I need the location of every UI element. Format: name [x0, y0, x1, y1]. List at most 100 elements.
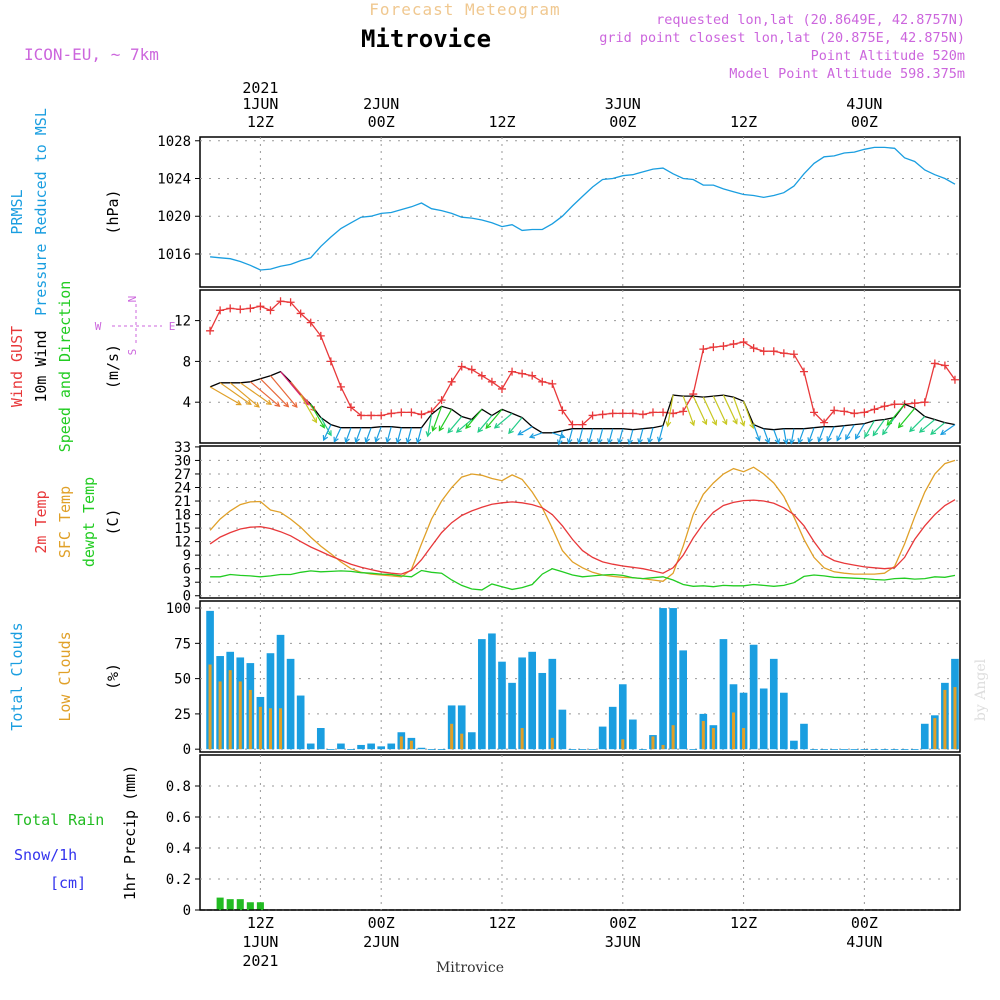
wind-direction-arrow — [783, 428, 788, 444]
wind-direction-arrow — [219, 382, 252, 405]
wind-direction-arrow — [940, 424, 956, 435]
low-cloud-bar — [550, 737, 554, 750]
gust-marker — [749, 344, 758, 353]
total-cloud-bar — [669, 608, 677, 750]
total-cloud-bar — [286, 658, 295, 750]
y-tick-label: 27 — [174, 467, 191, 483]
wind-direction-arrow — [386, 426, 392, 443]
low-cloud-bar — [671, 725, 675, 750]
wind-arrow-head — [627, 438, 633, 445]
wind-direction-arrow — [628, 429, 634, 444]
y-tick-label: 0 — [183, 742, 191, 758]
total-cloud-bar — [457, 705, 466, 750]
wind-direction-arrow — [864, 420, 875, 438]
gust-marker — [558, 406, 567, 415]
wind-arrow-head — [385, 437, 392, 444]
wind-direction-arrow — [882, 417, 896, 435]
gust-marker — [407, 408, 416, 417]
wind-direction-arrow — [320, 417, 332, 436]
total-cloud-bar — [880, 749, 889, 750]
gust-marker — [538, 377, 547, 386]
low-cloud-bar — [208, 664, 212, 750]
wind-arrow-head — [576, 438, 583, 445]
gust-marker — [840, 407, 849, 416]
y-tick-label: 18 — [174, 508, 191, 524]
wind-direction-arrow — [310, 403, 325, 428]
y-tick-label: 50 — [174, 672, 191, 688]
wind-arrow-head — [789, 438, 795, 445]
total-cloud-bar — [488, 633, 496, 750]
gust-marker — [518, 369, 527, 378]
wind-direction-arrow — [447, 416, 463, 433]
gust-marker — [739, 338, 748, 347]
wind-arrow-head — [607, 438, 613, 445]
total-cloud-bar — [890, 749, 899, 750]
gust-marker — [940, 361, 949, 370]
gust-marker — [920, 398, 929, 407]
gust-line — [209, 300, 956, 426]
y-axis-label: (m/s) — [104, 344, 122, 389]
gust-marker — [377, 411, 386, 420]
wind-direction-arrow — [798, 428, 805, 444]
y-tick-label: 0.8 — [166, 779, 191, 795]
wind-direction-arrow — [333, 427, 342, 443]
low-cloud-bar — [450, 723, 454, 750]
gust-marker — [236, 305, 245, 314]
wind-direction-arrow — [773, 429, 780, 444]
wind-arrow-head — [807, 437, 813, 444]
y-tick-label: 0.4 — [166, 841, 191, 857]
wind-arrow-head — [245, 399, 252, 406]
wind-arrow-head — [333, 436, 339, 443]
low-cloud-bar — [520, 728, 524, 750]
top-time-label: 00Z — [368, 113, 395, 131]
total-cloud-bar — [296, 695, 305, 750]
footer-label: Mitrovice — [436, 960, 504, 976]
wind-direction-arrow — [290, 381, 316, 412]
wind-direction-arrow — [365, 427, 372, 443]
wind-direction-arrow — [239, 382, 272, 405]
bottom-time-label: 00Z — [368, 914, 395, 932]
wind-arrow-head — [764, 437, 771, 444]
wind-direction-arrow — [416, 427, 423, 443]
total-cloud-bar — [639, 749, 647, 750]
total-cloud-bar — [367, 743, 375, 750]
wind-direction-arrow — [722, 394, 738, 424]
gust-marker — [266, 306, 275, 315]
wind-arrow-head — [665, 421, 672, 428]
wind-arrow-head — [647, 437, 653, 444]
wind-direction-arrow — [567, 428, 574, 444]
wind-arrow-head — [395, 437, 402, 444]
total-cloud-bar — [377, 746, 386, 750]
bottom-date-label: 3JUN — [605, 933, 641, 951]
total-cloud-bar — [306, 743, 315, 750]
wind-arrow-head — [918, 427, 925, 433]
compass-north: N — [126, 296, 139, 303]
wind-arrow-head — [235, 400, 242, 406]
wind-arrow-head — [617, 438, 623, 445]
wind-direction-arrow — [743, 400, 754, 429]
bottom-time-label: 00Z — [851, 914, 878, 932]
bottom-time-label: 12Z — [730, 914, 757, 932]
wind-arrow-head — [597, 438, 603, 445]
gust-marker — [467, 365, 476, 374]
panel-title-direction: Speed and Direction — [56, 281, 74, 453]
top-time-label: 00Z — [609, 113, 636, 131]
wind-direction-arrow — [552, 432, 565, 438]
low-cloud-bar — [651, 736, 655, 750]
total-cloud-bar — [739, 692, 748, 750]
wind-arrow-head — [566, 438, 573, 445]
wind-direction-arrow — [300, 394, 317, 423]
total-cloud-bar — [769, 658, 778, 750]
wind-arrow-head — [701, 419, 708, 426]
wind-direction-arrow — [818, 426, 825, 442]
gust-marker — [206, 326, 215, 335]
gust-marker — [447, 377, 456, 386]
wind-arrow-head — [528, 433, 536, 439]
y-tick-label: 0 — [183, 589, 191, 605]
bottom-time-label: 12Z — [488, 914, 515, 932]
gust-marker — [387, 409, 396, 418]
total-cloud-bar — [538, 672, 547, 750]
panel-precipitation: 0 0.2 0.4 0.6 0.8 1hr Precip (mm) Total Rain Sn… — [14, 754, 961, 919]
y-tick-label: 4 — [183, 395, 191, 411]
